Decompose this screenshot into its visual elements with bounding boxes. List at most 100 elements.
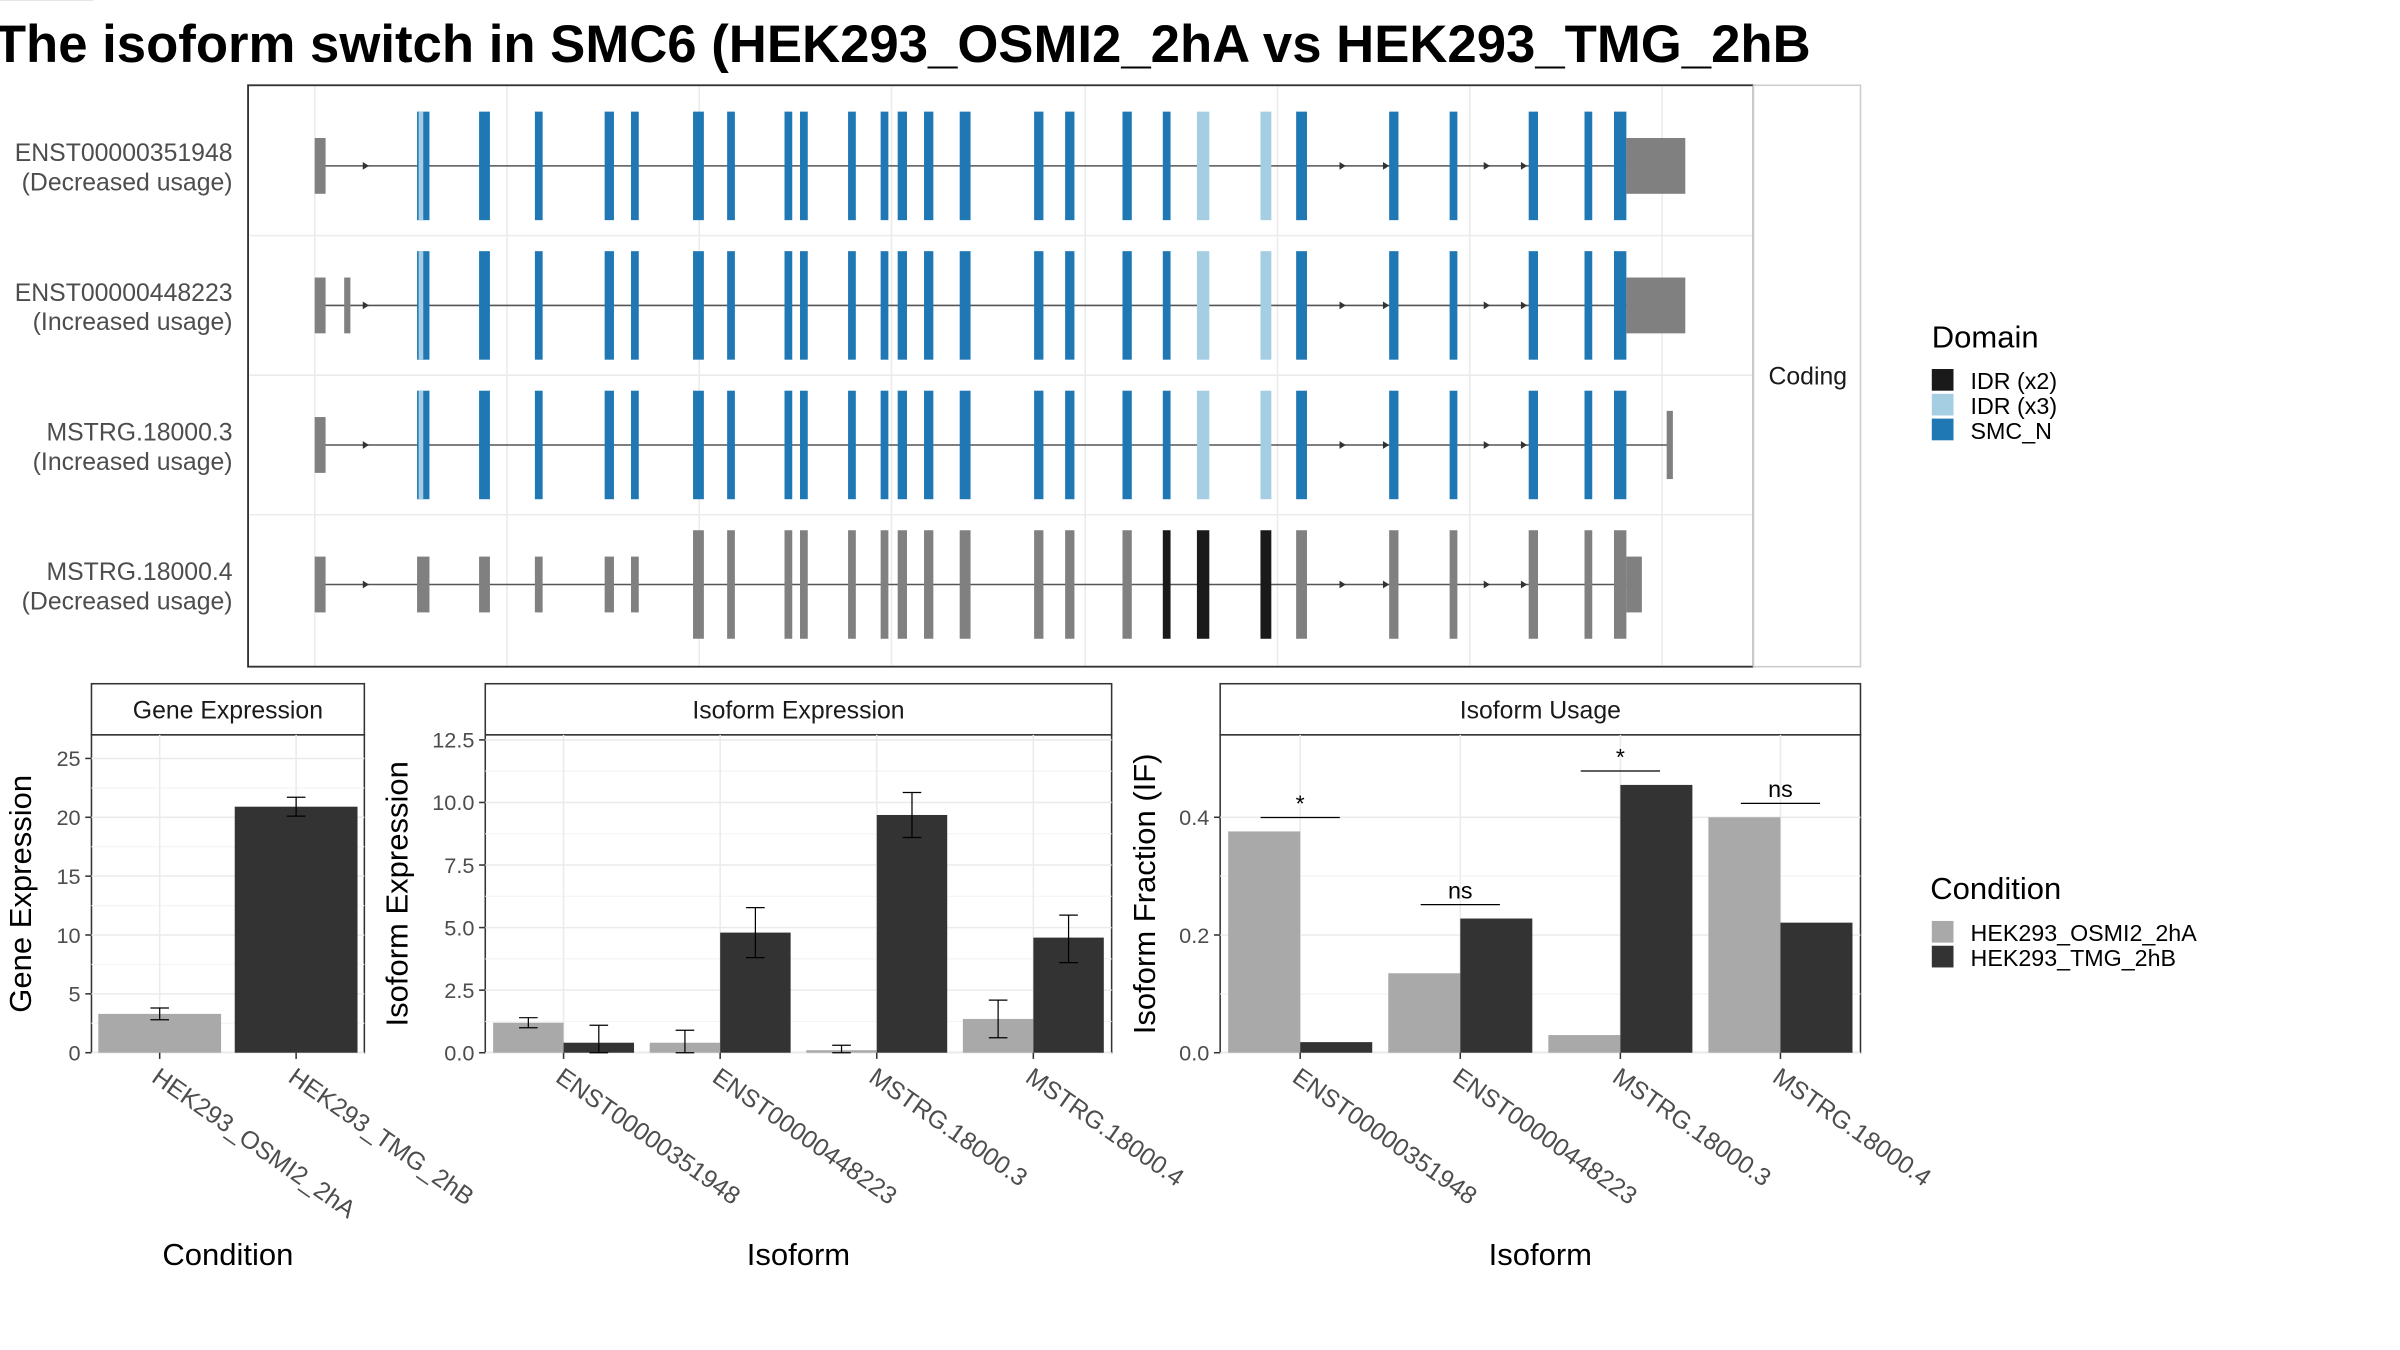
exon-6 bbox=[727, 390, 735, 500]
error-bar-0-1 bbox=[286, 796, 306, 817]
coding-strip-label: Coding bbox=[1768, 363, 1847, 390]
exon-2 bbox=[534, 251, 543, 360]
strand-arrow-1 bbox=[1339, 301, 1346, 310]
exon-11 bbox=[897, 251, 907, 360]
exon-13 bbox=[959, 390, 971, 500]
exon-16 bbox=[1122, 390, 1132, 500]
exon-16 bbox=[1122, 111, 1132, 221]
exon-23 bbox=[1528, 390, 1538, 500]
y-tick-label: 0.4 bbox=[1179, 805, 1209, 830]
exon-5 bbox=[693, 530, 704, 639]
exon-25 bbox=[1613, 111, 1627, 221]
exon-23 bbox=[1528, 111, 1538, 221]
exon-24 bbox=[1584, 390, 1593, 500]
error-bar-0-3 bbox=[988, 999, 1008, 1039]
y-tick-label: 0.2 bbox=[1179, 923, 1209, 948]
y-tick-label: 15 bbox=[56, 864, 80, 889]
exon-0 bbox=[417, 556, 430, 613]
exon-11 bbox=[897, 390, 907, 500]
error-bar-0-0 bbox=[150, 1007, 169, 1021]
domain-legend-swatch-2 bbox=[1931, 418, 1954, 441]
strand-arrow-2 bbox=[1382, 580, 1390, 589]
domain-legend-label-1: IDR (x3) bbox=[1971, 393, 2058, 419]
transcript-usage-label: (Increased usage) bbox=[33, 309, 233, 336]
strand-arrow-3 bbox=[1483, 301, 1490, 310]
strand-arrow-0 bbox=[362, 580, 369, 589]
exon-2 bbox=[534, 556, 543, 613]
y-tick-label: 0.0 bbox=[1179, 1040, 1209, 1065]
exon-18 bbox=[1196, 390, 1210, 500]
exon-22 bbox=[1449, 251, 1458, 360]
y-tick-label: 25 bbox=[56, 746, 80, 771]
exon-utr-start bbox=[314, 137, 326, 194]
exon-15 bbox=[1065, 390, 1075, 500]
error-bar-0-1 bbox=[675, 1029, 695, 1054]
exon-7 bbox=[784, 111, 793, 221]
exon-20 bbox=[1296, 530, 1307, 639]
chart-strip bbox=[1219, 682, 1862, 736]
y-tick-label: 0.0 bbox=[444, 1040, 474, 1065]
structure-plot-area bbox=[247, 84, 1755, 668]
exon-utr-start bbox=[314, 556, 326, 613]
domain-legend: Domain IDR (x2)IDR (x3)SMC_N bbox=[1931, 319, 2058, 444]
exon-3 bbox=[604, 390, 614, 500]
exon-2 bbox=[534, 111, 543, 221]
x-tick-label: MSTRG.18000.3 bbox=[864, 1063, 1032, 1192]
condition-legend-swatch-1 bbox=[1931, 945, 1954, 968]
strand-arrow-2 bbox=[1382, 162, 1390, 170]
exon-4 bbox=[631, 251, 639, 360]
transcript-labels: ENST00000351948 (Decreased usage) ENST0000… bbox=[15, 140, 233, 615]
exon-21 bbox=[1389, 111, 1399, 221]
exon-17 bbox=[1162, 251, 1171, 360]
exon-3 bbox=[604, 251, 614, 360]
domain-legend-swatch-0 bbox=[1931, 368, 1954, 391]
exon-6 bbox=[727, 251, 735, 360]
exon-17 bbox=[1162, 530, 1171, 639]
strand-arrow-1 bbox=[1339, 441, 1346, 449]
exon-12 bbox=[924, 530, 934, 639]
strand-arrow-0 bbox=[362, 162, 369, 170]
transcript-usage-label: (Decreased usage) bbox=[22, 588, 233, 615]
exon-12 bbox=[924, 111, 934, 221]
exon-20 bbox=[1296, 390, 1307, 500]
exon-18 bbox=[1196, 111, 1210, 221]
exon-12 bbox=[924, 251, 934, 360]
exon-5 bbox=[693, 251, 704, 360]
exon-utr-start bbox=[314, 277, 326, 334]
exon-13 bbox=[959, 251, 971, 360]
strand-arrow-4 bbox=[1520, 441, 1528, 449]
exon-21 bbox=[1389, 530, 1399, 639]
y-axis-title: Isoform Fraction (IF) bbox=[1127, 753, 1162, 1034]
y-tick-label: 10 bbox=[56, 923, 80, 948]
exon-9 bbox=[848, 530, 856, 639]
exon-1 bbox=[479, 111, 490, 221]
exon-14 bbox=[1034, 111, 1044, 221]
figure-title: The isoform switch in SMC6 (HEK293_OSMI2… bbox=[0, 15, 1811, 74]
y-tick-label: 0 bbox=[69, 1040, 81, 1065]
strand-arrow-1 bbox=[1339, 580, 1346, 589]
significance-label-1: ns bbox=[1448, 877, 1473, 903]
exon-15 bbox=[1065, 530, 1075, 639]
transcript-id-label: MSTRG.18000.3 bbox=[46, 419, 232, 446]
exon-16 bbox=[1122, 251, 1132, 360]
transcript-tracks bbox=[314, 111, 1686, 639]
condition-legend-label-1: HEK293_TMG_2hB bbox=[1971, 945, 2176, 971]
exon-4 bbox=[631, 390, 639, 500]
exon-utr-end bbox=[1666, 410, 1673, 480]
exon-18 bbox=[1196, 530, 1210, 639]
bar-1 bbox=[234, 806, 358, 1053]
exon-4 bbox=[631, 556, 639, 613]
exon-16 bbox=[1122, 530, 1132, 639]
exon-12 bbox=[924, 390, 934, 500]
exon-13 bbox=[959, 530, 971, 639]
exon-15 bbox=[1065, 111, 1075, 221]
chart-panel bbox=[484, 734, 1113, 1054]
exon-19 bbox=[1260, 390, 1272, 500]
chart-strip bbox=[484, 682, 1113, 736]
transcript-track-3 bbox=[314, 530, 1642, 639]
exon-19 bbox=[1260, 111, 1272, 221]
domain-legend-title: Domain bbox=[1932, 319, 2039, 354]
transcript-id-label: ENST00000351948 bbox=[15, 140, 233, 167]
bar-s1-0 bbox=[1300, 1042, 1373, 1053]
exon-6 bbox=[727, 530, 735, 639]
